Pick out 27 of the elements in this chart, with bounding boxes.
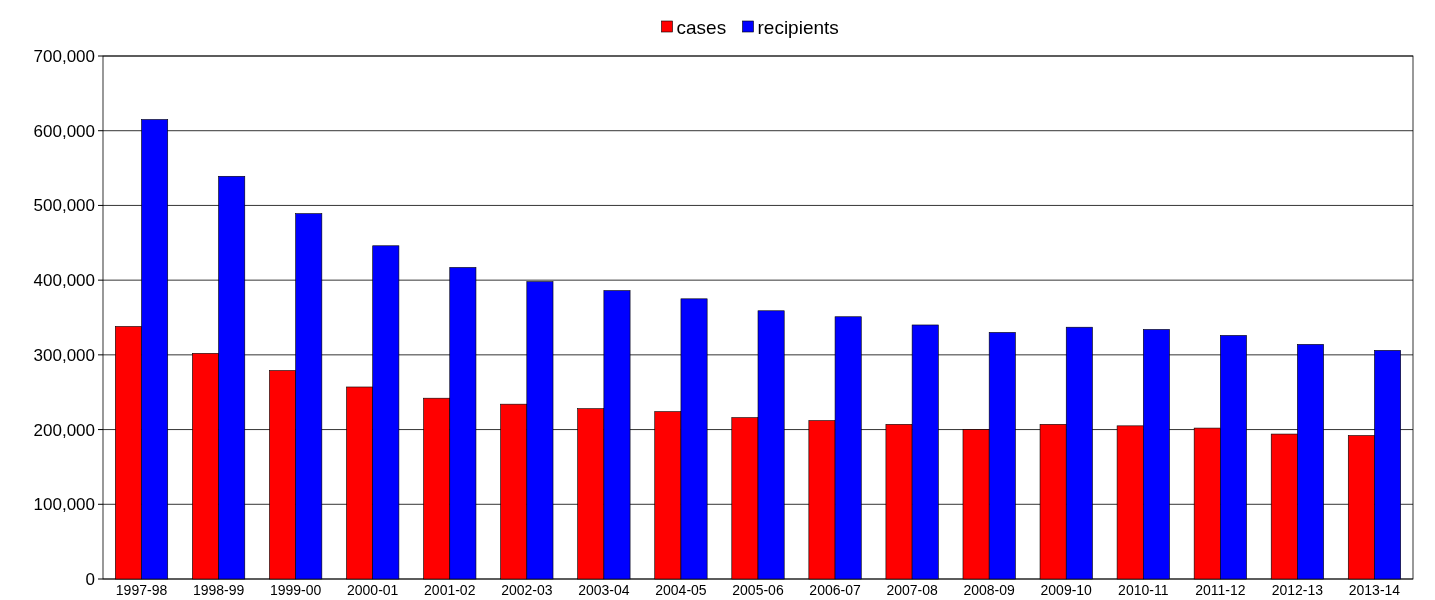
x-tick-label: 2010-11 xyxy=(1118,582,1169,598)
y-tick-label: 300,000 xyxy=(33,345,95,365)
legend-label: cases xyxy=(676,16,727,38)
y-tick-label: 200,000 xyxy=(33,420,95,440)
x-tick-label: 2003-04 xyxy=(578,582,630,598)
x-tick-label: 2002-03 xyxy=(501,582,553,598)
x-tick-label: 2004-05 xyxy=(655,582,707,598)
y-tick-label: 700,000 xyxy=(33,46,95,66)
x-tick-label: 2009-10 xyxy=(1040,582,1093,598)
x-tick-label: 2012-13 xyxy=(1271,582,1324,598)
x-tick-label: 1997-98 xyxy=(115,582,168,598)
x-tick-label: 2013-14 xyxy=(1348,582,1401,598)
y-tick-label: 600,000 xyxy=(33,121,95,141)
x-tick-label: 2006-07 xyxy=(809,582,861,598)
x-tick-label: 2008-09 xyxy=(963,582,1016,598)
legend-label: recipients xyxy=(757,16,839,38)
y-tick-label: 500,000 xyxy=(33,196,95,216)
x-tick-label: 2001-02 xyxy=(424,582,476,598)
x-tick-label: 2011-12 xyxy=(1195,582,1246,598)
x-tick-label: 2007-08 xyxy=(886,582,939,598)
y-tick-label: 0 xyxy=(85,569,95,589)
x-tick-label: 1998-99 xyxy=(192,582,245,598)
x-tick-label: 2000-01 xyxy=(347,582,399,598)
y-tick-label: 100,000 xyxy=(33,495,95,515)
y-tick-label: 400,000 xyxy=(33,271,95,291)
x-tick-label: 1999-00 xyxy=(269,582,322,598)
x-tick-label: 2005-06 xyxy=(732,582,784,598)
